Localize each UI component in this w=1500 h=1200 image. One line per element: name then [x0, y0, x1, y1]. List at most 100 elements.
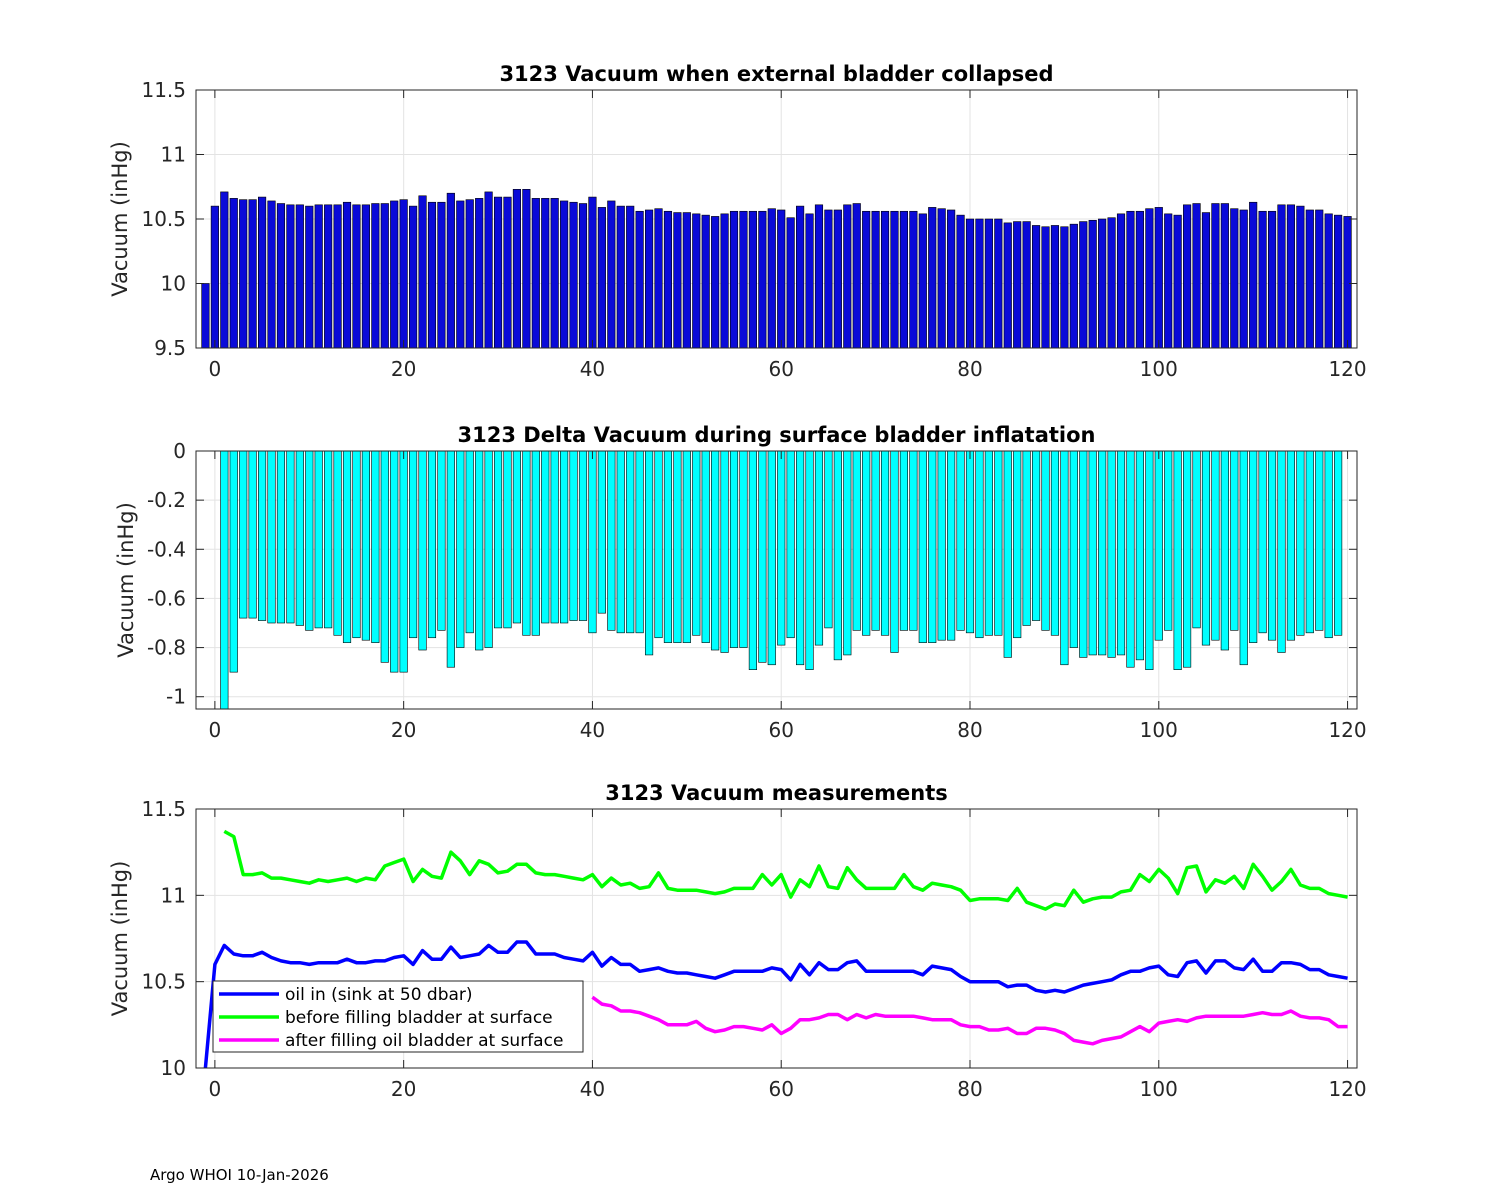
bar: [1277, 450, 1286, 653]
bar: [484, 191, 493, 349]
bar: [522, 189, 531, 349]
bar: [446, 450, 455, 668]
bar: [1003, 222, 1012, 349]
bar: [550, 198, 559, 349]
bar: [578, 203, 588, 349]
bar: [1135, 450, 1144, 661]
bar: [673, 450, 682, 643]
x-tick-label: 80: [957, 357, 982, 381]
series-line-0: [203, 940, 1348, 1068]
bar: [305, 450, 314, 631]
bar: [493, 196, 503, 349]
bar: [975, 450, 984, 639]
y-tick-label: -0.2: [147, 488, 186, 512]
x-tick-label: 40: [580, 1077, 605, 1101]
y-axis-label: Vacuum (inHg): [108, 141, 132, 297]
bar: [1315, 450, 1324, 631]
bar: [314, 204, 323, 349]
bar: [1334, 450, 1343, 636]
bar: [635, 450, 644, 634]
bar: [833, 450, 842, 661]
bar: [220, 191, 229, 349]
bar: [899, 450, 909, 631]
bar: [437, 450, 446, 631]
vacuum-measurements-chart: 0 20 40 60 80 100 120 10 10.5 11 11.5 3123 Vacuum m…: [108, 781, 1367, 1101]
bar: [1135, 210, 1144, 349]
bar: [975, 218, 984, 349]
x-tick-label: 100: [1140, 718, 1178, 742]
bar: [409, 205, 418, 349]
bar: [862, 450, 871, 636]
series-line-2: [591, 995, 1348, 1046]
bar: [342, 201, 352, 349]
axes-box: [195, 450, 1358, 710]
y-tick-label: 11: [161, 143, 186, 167]
bar: [286, 204, 295, 349]
bar: [1249, 201, 1258, 349]
bar: [588, 450, 597, 634]
bar: [720, 450, 729, 653]
bar: [503, 450, 512, 629]
bar: [899, 210, 909, 349]
bar: [286, 450, 295, 624]
bar: [862, 210, 871, 349]
bar: [1211, 450, 1220, 641]
x-tick-label: 120: [1328, 357, 1366, 381]
bar: [1249, 450, 1258, 643]
bar: [541, 198, 550, 349]
bar: [1050, 225, 1060, 349]
bar: [229, 198, 238, 349]
bar: [786, 450, 795, 639]
delta-vacuum-chart: 0 20 40 60 80 100 120 -1 -0.8 -0.6 -0.4 -0.2 0 3123 D…: [114, 423, 1367, 742]
bar: [1334, 214, 1343, 349]
bar: [871, 210, 880, 349]
bar: [1154, 450, 1163, 641]
bar: [1239, 450, 1248, 666]
bar: [390, 450, 399, 673]
x-tick-label: 0: [209, 1077, 222, 1101]
x-tick-label: 80: [957, 1077, 982, 1101]
bar: [399, 199, 408, 349]
bar: [1296, 450, 1305, 636]
y-axis-label: Vacuum (inHg): [114, 502, 138, 658]
bar: [937, 208, 946, 349]
bar: [456, 200, 465, 349]
bar: [248, 450, 257, 619]
bar: [965, 450, 975, 634]
bar: [635, 210, 644, 349]
bar: [427, 450, 437, 639]
bar: [654, 208, 663, 349]
bar: [994, 218, 1003, 349]
bar: [437, 201, 446, 349]
bar: [257, 196, 267, 349]
bar: [1022, 450, 1031, 626]
bar: [324, 450, 333, 629]
bar: [644, 450, 654, 656]
bar: [597, 450, 606, 614]
bar: [1286, 450, 1296, 641]
bar: [465, 450, 474, 634]
bar: [1183, 204, 1192, 349]
bar: [314, 450, 323, 629]
bar: [588, 196, 597, 349]
bar: [909, 210, 918, 349]
bar: [777, 209, 786, 349]
bar: [541, 450, 550, 624]
x-tick-label: 100: [1140, 1077, 1178, 1101]
y-axis-label: Vacuum (inHg): [108, 861, 132, 1017]
x-tick-label: 120: [1328, 718, 1366, 742]
bar: [1031, 225, 1041, 349]
bar: [295, 450, 304, 626]
y-tick-label: 10: [161, 1056, 186, 1080]
bar: [880, 210, 890, 349]
bar: [361, 204, 370, 349]
bar: [1098, 450, 1107, 656]
y-tick-label: -1: [166, 685, 186, 709]
bar: [597, 207, 606, 349]
bar: [1107, 217, 1116, 349]
bar: [1126, 450, 1135, 668]
x-tick-label: 0: [209, 718, 222, 742]
bar: [409, 450, 418, 639]
y-tick-label: 10.5: [141, 970, 186, 994]
bar: [1003, 450, 1012, 658]
